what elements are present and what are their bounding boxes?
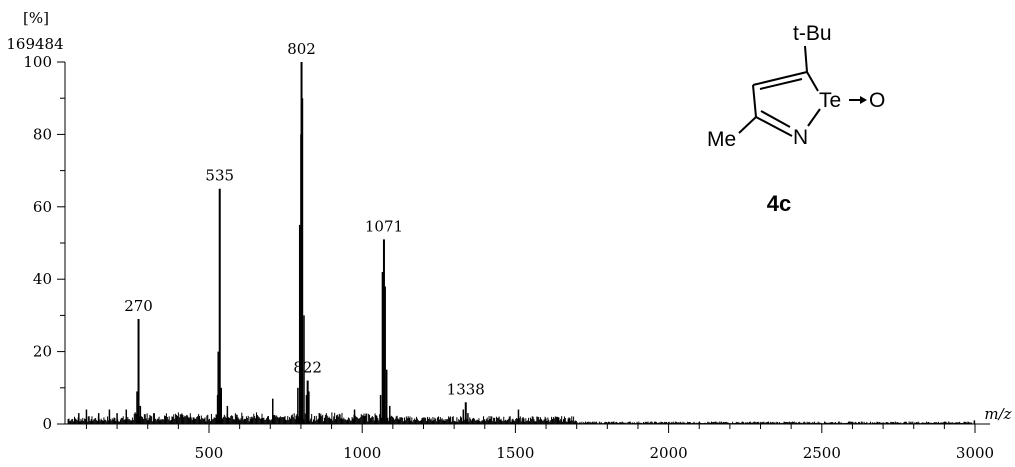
methyl-label: Me <box>707 128 736 151</box>
ring-bond-c3n <box>755 116 793 137</box>
peak-label-1338: 1338 <box>447 380 485 398</box>
y-tick-label: 0 <box>42 415 52 433</box>
y-tick-label: 20 <box>33 343 52 361</box>
tellurium-label: Te <box>819 89 841 112</box>
peak-label-1071: 1071 <box>365 217 403 235</box>
peak-label-802: 802 <box>287 40 316 58</box>
y-tick-label: 40 <box>33 270 52 288</box>
peak-label-270: 270 <box>124 297 153 315</box>
x-tick-label: 1500 <box>496 444 534 462</box>
ring-bond-c3c4 <box>752 84 757 118</box>
ring-bond-c3n-inner <box>760 110 791 128</box>
x-axis-label: m/z <box>984 405 1011 423</box>
tbu-bond <box>804 45 808 73</box>
baseline-noise <box>67 412 973 424</box>
x-tick-label: 3000 <box>956 444 994 462</box>
ring-bond-c4c5-inner <box>759 78 803 90</box>
y-tick-label: 60 <box>33 198 52 216</box>
ring-bond-c4c5 <box>752 71 808 86</box>
labeled-peaks: 270 535 802 822 1071 1338 <box>124 40 485 424</box>
compound-label: 4c <box>767 191 791 216</box>
dative-arrow-icon <box>860 96 867 104</box>
x-tick-label: 500 <box>195 444 224 462</box>
peak-label-822: 822 <box>293 359 322 377</box>
x-axis-ticks: 500 1000 1500 2000 2500 3000 <box>85 424 994 462</box>
ring-bond-c5te <box>806 71 819 92</box>
y-unit-label: [%] <box>23 9 49 27</box>
substituent-tbu-label: t-Bu <box>793 22 832 45</box>
x-tick-label: 2000 <box>650 444 688 462</box>
nitrogen-label: N <box>793 126 808 149</box>
oxygen-label: O <box>869 89 885 112</box>
x-tick-label: 2500 <box>803 444 841 462</box>
x-tick-label: 1000 <box>343 444 381 462</box>
methyl-bond <box>738 116 757 134</box>
minor-peaks <box>78 98 976 424</box>
y-axis-ticks: 0 20 40 60 80 100 <box>23 53 65 433</box>
molecule-structure: t-Bu Te O N Me 4c <box>707 22 885 216</box>
y-tick-label: 80 <box>33 125 52 143</box>
peak-label-535: 535 <box>205 167 234 185</box>
ring-bond-nte <box>807 108 821 127</box>
y-tick-label: 100 <box>23 53 52 71</box>
y-scale-max-count: 169484 <box>6 35 63 53</box>
